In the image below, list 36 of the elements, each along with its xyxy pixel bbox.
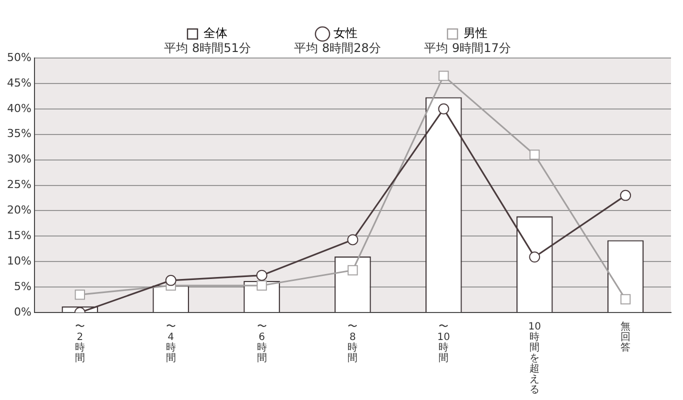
text: 平均 8時間51分 — [164, 41, 251, 56]
point — [438, 103, 450, 114]
x-tick-label: 〜2時間 — [74, 321, 85, 364]
y-tick-label: 25% — [6, 178, 32, 192]
y-tick-label: 15% — [6, 229, 32, 242]
point — [620, 294, 631, 304]
point — [348, 265, 358, 276]
x-tick-label: 〜8時間 — [348, 321, 358, 364]
y-tick-label: 45% — [6, 76, 32, 90]
y-tick-label: 10% — [6, 254, 32, 268]
text: 平均 9時間17分 — [424, 41, 511, 56]
x-tick-label: 無回答 — [620, 320, 631, 354]
point — [530, 150, 540, 160]
y-tick-label: 5% — [14, 280, 32, 293]
legend-label: 女性 — [334, 26, 358, 40]
point — [256, 280, 267, 291]
y-tick-label: 50% — [6, 50, 32, 64]
y-tick-label: 40% — [6, 102, 32, 115]
x-tick-label: 〜4時間 — [166, 321, 176, 364]
point — [438, 70, 449, 81]
y-tick-label: 35% — [6, 127, 32, 140]
y-tick-label: 20% — [6, 204, 32, 217]
point — [165, 274, 176, 286]
point — [256, 270, 268, 281]
x-tick-label: 〜6時間 — [256, 321, 267, 364]
x-tick-label: 10時間を超える — [528, 321, 541, 396]
legend-label: 男性 — [464, 26, 488, 40]
point — [74, 290, 86, 300]
point — [347, 234, 358, 246]
text: 平均 8時間28分 — [294, 41, 381, 56]
point — [620, 190, 632, 201]
y-tick-label: 30% — [6, 152, 32, 166]
x-tick-label: 〜10時間 — [437, 321, 450, 364]
point — [529, 252, 540, 263]
legend-label: 全体 — [204, 26, 228, 40]
y-tick-label: 0% — [14, 305, 32, 318]
